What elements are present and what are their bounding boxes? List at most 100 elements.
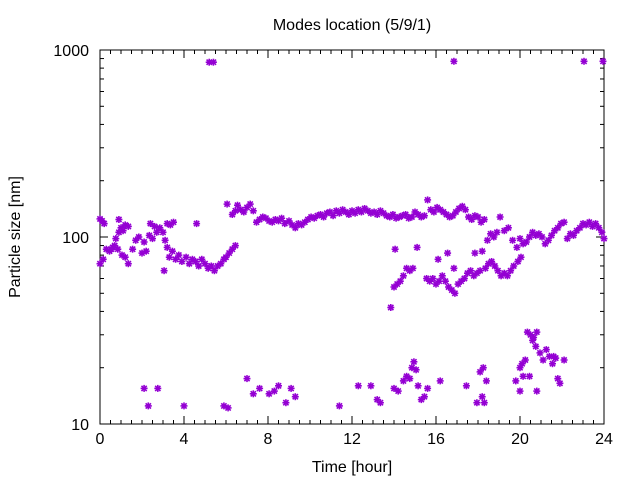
x-tick-label: 20 (511, 431, 529, 448)
data-point (548, 231, 555, 239)
data-point (149, 235, 156, 243)
data-point (151, 222, 159, 230)
data-point (231, 242, 239, 250)
data-point (287, 384, 295, 392)
data-point (533, 328, 541, 336)
data-point (483, 236, 491, 244)
data-point (367, 382, 375, 390)
data-point (563, 235, 571, 243)
data-point (467, 267, 475, 275)
x-tick-label: 4 (180, 431, 189, 448)
data-point (516, 387, 524, 395)
x-tick-label: 8 (264, 431, 273, 448)
data-point (570, 231, 577, 239)
data-point (598, 228, 606, 236)
data-points (96, 57, 608, 412)
data-point (282, 399, 290, 407)
data-point (529, 336, 537, 344)
data-point (175, 251, 183, 259)
data-point (451, 289, 459, 297)
data-point (140, 238, 148, 246)
data-point (224, 404, 232, 412)
y-tick-label: 10 (71, 417, 89, 434)
data-point (474, 213, 482, 221)
data-point (526, 372, 533, 380)
data-point (399, 377, 407, 385)
x-axis-label: Time [hour] (312, 459, 392, 476)
data-point (481, 264, 489, 272)
data-point (111, 242, 119, 250)
data-point (249, 207, 257, 215)
data-point (146, 220, 154, 228)
data-point (556, 379, 564, 387)
data-point (542, 346, 550, 354)
data-point (424, 196, 432, 204)
data-point (450, 264, 458, 272)
data-point (376, 399, 384, 407)
data-point (163, 243, 171, 251)
data-point (159, 228, 167, 236)
data-point (478, 247, 486, 255)
data-point (493, 228, 501, 236)
data-point (413, 243, 421, 251)
data-point (468, 216, 476, 223)
data-point (514, 258, 522, 265)
data-point (391, 245, 399, 253)
data-point (161, 236, 169, 244)
data-point (429, 275, 437, 282)
data-point (452, 208, 460, 216)
data-point (112, 235, 120, 243)
data-point (512, 377, 520, 385)
data-point (600, 235, 608, 243)
data-point (160, 267, 168, 275)
data-point (140, 384, 148, 392)
data-point (396, 277, 404, 285)
data-point (539, 356, 547, 364)
data-point (406, 375, 414, 383)
data-point (165, 253, 173, 261)
data-point (193, 220, 201, 228)
data-point (124, 260, 132, 268)
data-point (538, 233, 546, 241)
data-point (444, 249, 452, 257)
data-point (516, 235, 524, 243)
data-point (526, 233, 533, 241)
data-point (234, 201, 241, 209)
data-point (129, 245, 137, 253)
data-point (121, 253, 129, 261)
data-point (256, 384, 264, 392)
data-point (231, 207, 239, 215)
data-point (504, 224, 512, 232)
data-point (490, 233, 498, 241)
data-point (399, 272, 407, 280)
data-point (170, 218, 177, 226)
data-point (522, 238, 530, 246)
data-point (153, 228, 161, 236)
data-point (580, 57, 588, 65)
data-point (476, 267, 484, 275)
data-point (96, 260, 104, 268)
data-point (228, 211, 236, 218)
data-point (145, 231, 153, 239)
data-point (491, 262, 499, 270)
data-point (294, 220, 302, 228)
data-point (473, 399, 481, 407)
data-point (420, 212, 428, 220)
data-point (513, 243, 521, 251)
data-point (335, 402, 343, 410)
data-point (450, 57, 458, 65)
data-point (436, 377, 444, 385)
data-point (479, 364, 487, 372)
data-point (461, 206, 469, 214)
data-point (387, 304, 395, 311)
data-point (329, 212, 337, 220)
data-point (114, 245, 122, 253)
data-point (533, 387, 541, 395)
data-point (521, 356, 529, 364)
data-point (410, 358, 418, 366)
data-point (507, 267, 515, 275)
data-point (390, 384, 398, 392)
data-point (430, 208, 438, 216)
data-point (135, 233, 143, 241)
